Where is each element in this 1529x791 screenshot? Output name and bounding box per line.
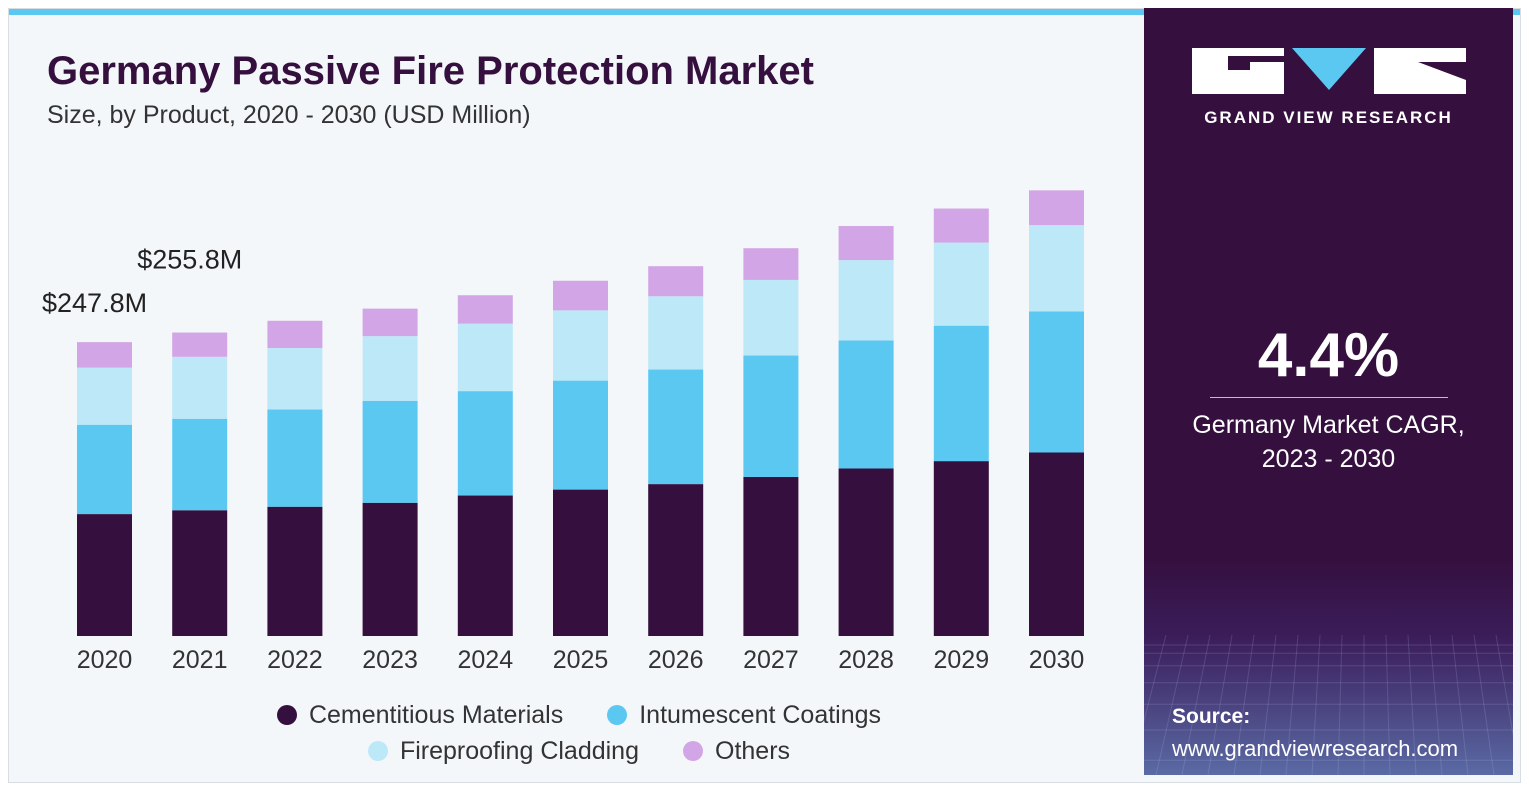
bar-segment-cementitious-materials-2022 xyxy=(267,506,323,636)
bar-segment-fireproofing-cladding-2020 xyxy=(77,367,132,425)
x-tick-label: 2025 xyxy=(553,646,609,674)
decorative-grid xyxy=(1144,634,1513,775)
bar-segment-cementitious-materials-2020 xyxy=(77,514,132,636)
bar-segment-intumescent-coatings-2030 xyxy=(1029,311,1084,453)
legend-row-2: Fireproofing Cladding Others xyxy=(249,733,909,769)
legend-row-1: Cementitious Materials Intumescent Coati… xyxy=(249,697,909,733)
bar-segment-fireproofing-cladding-2022 xyxy=(267,348,323,410)
x-tick-label: 2020 xyxy=(77,646,133,674)
bar-segment-others-2020 xyxy=(77,342,132,368)
bar-segment-others-2024 xyxy=(457,295,513,324)
x-tick-label: 2027 xyxy=(743,646,799,674)
bar-segment-intumescent-coatings-2025 xyxy=(553,380,608,490)
bar-segment-fireproofing-cladding-2028 xyxy=(838,260,894,341)
bar-segment-intumescent-coatings-2022 xyxy=(267,409,323,507)
x-tick-label: 2021 xyxy=(172,646,228,674)
bar-segment-intumescent-coatings-2027 xyxy=(743,355,799,477)
legend-label: Others xyxy=(715,736,791,765)
bar-segment-intumescent-coatings-2024 xyxy=(457,391,513,496)
chart-subtitle: Size, by Product, 2020 - 2030 (USD Milli… xyxy=(47,101,531,129)
bar-segment-intumescent-coatings-2029 xyxy=(933,325,989,462)
bar-segment-others-2021 xyxy=(172,332,228,357)
bar-segment-others-2028 xyxy=(838,226,894,261)
bar-segment-cementitious-materials-2024 xyxy=(457,495,513,636)
data-labels: $247.8M $255.8M xyxy=(42,245,242,319)
cagr-label: Germany Market CAGR, 2023 - 2030 xyxy=(1144,408,1513,476)
x-tick-label: 2024 xyxy=(457,646,513,674)
bar-segment-fireproofing-cladding-2025 xyxy=(553,310,608,381)
x-tick-label: 2022 xyxy=(267,646,323,674)
bar-segment-cementitious-materials-2023 xyxy=(362,502,418,636)
data-label-2021: $255.8M xyxy=(137,245,242,275)
x-tick-label: 2023 xyxy=(362,646,418,674)
bar-segment-fireproofing-cladding-2029 xyxy=(933,242,989,326)
bar-segment-others-2030 xyxy=(1029,190,1084,226)
legend-label: Fireproofing Cladding xyxy=(399,736,639,765)
bar-segment-intumescent-coatings-2020 xyxy=(77,424,132,515)
legend-label: Intumescent Coatings xyxy=(639,700,882,729)
legend-item-cementitious: Cementitious Materials xyxy=(276,700,564,730)
x-tick-label: 2028 xyxy=(838,646,894,674)
grand-view-research-logo xyxy=(1192,48,1466,94)
legend-swatch-cementitious xyxy=(276,705,297,725)
top-accent-rule xyxy=(9,9,1520,15)
x-tick-label: 2026 xyxy=(648,646,704,674)
x-axis-ticks: 2020 2021 2022 2023 2024 2025 2026 2027 2028 2029… xyxy=(77,646,1085,674)
bar-segment-cementitious-materials-2029 xyxy=(933,461,989,636)
source-url: www.grandviewresearch.com xyxy=(1172,736,1459,761)
bar-segment-intumescent-coatings-2023 xyxy=(362,400,418,503)
bar-segment-others-2025 xyxy=(553,280,608,311)
cagr-divider xyxy=(1210,397,1448,398)
legend-swatch-others xyxy=(683,741,703,761)
legend-item-intumescent: Intumescent Coatings xyxy=(607,701,881,730)
bar-segment-cementitious-materials-2025 xyxy=(553,489,608,636)
brand-name: GRAND VIEW RESEARCH xyxy=(1204,108,1453,127)
bar-segment-others-2027 xyxy=(743,248,799,280)
bar-segment-fireproofing-cladding-2024 xyxy=(457,323,513,392)
legend-swatch-cladding xyxy=(367,741,388,761)
bar-segment-cementitious-materials-2027 xyxy=(743,476,799,636)
bar-segment-cementitious-materials-2028 xyxy=(838,468,894,636)
bar-segment-others-2029 xyxy=(933,208,989,243)
bar-segment-cementitious-materials-2021 xyxy=(172,510,228,636)
bar-segment-cementitious-materials-2026 xyxy=(648,484,704,636)
legend-swatch-intumescent xyxy=(607,705,628,725)
bar-segment-others-2026 xyxy=(648,266,704,297)
bar-segment-fireproofing-cladding-2030 xyxy=(1029,225,1084,312)
cagr-label-line-1: Germany Market CAGR, xyxy=(1192,411,1465,439)
data-label-2020: $247.8M xyxy=(42,288,147,318)
bar-segment-cementitious-materials-2030 xyxy=(1029,452,1084,636)
bar-segment-fireproofing-cladding-2026 xyxy=(648,296,704,370)
bar-segment-fireproofing-cladding-2023 xyxy=(362,336,418,401)
bar-segment-intumescent-coatings-2021 xyxy=(172,418,228,511)
legend-item-others: Others xyxy=(683,737,790,766)
bar-segment-intumescent-coatings-2026 xyxy=(648,369,704,485)
chart-title: Germany Passive Fire Protection Market xyxy=(47,49,814,93)
source-label: Source: xyxy=(1172,705,1251,728)
legend-item-cladding: Fireproofing Cladding xyxy=(367,736,639,766)
bar-segment-others-2022 xyxy=(267,320,323,349)
x-tick-label: 2030 xyxy=(1029,646,1085,674)
side-panel: GRAND VIEW RESEARCH 4.4% Germany Market … xyxy=(1144,8,1513,775)
legend: Cementitious Materials Intumescent Coati… xyxy=(249,697,909,769)
cagr-value: 4.4% xyxy=(1257,321,1400,390)
bar-group xyxy=(77,190,1084,636)
bar-segment-intumescent-coatings-2028 xyxy=(838,340,894,469)
bar-segment-fireproofing-cladding-2027 xyxy=(743,279,799,356)
bar-segment-others-2023 xyxy=(362,308,418,337)
x-tick-label: 2029 xyxy=(933,646,989,674)
cagr-label-line-2: 2023 - 2030 xyxy=(1261,445,1396,473)
bar-segment-fireproofing-cladding-2021 xyxy=(172,356,228,419)
bar-chart: 2020 2021 2022 2023 2024 2025 2026 2027 2028 2029… xyxy=(42,190,1085,674)
legend-label: Cementitious Materials xyxy=(308,700,564,729)
